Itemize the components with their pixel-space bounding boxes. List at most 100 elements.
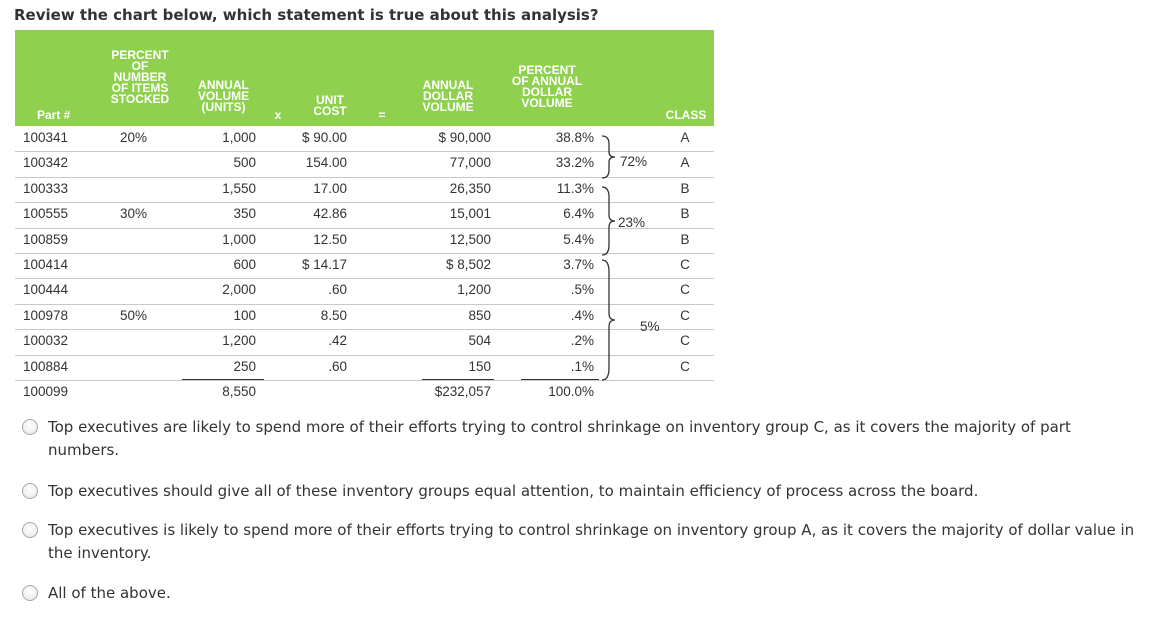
- table-row: 100032 1,200 .42 504 .2% C: [15, 329, 714, 354]
- cell-pct-items: 50%: [120, 307, 148, 323]
- row-divider: [15, 303, 714, 305]
- cell-volume: 250: [233, 358, 256, 374]
- cell-volume: 1,000: [222, 231, 256, 247]
- table-row: 100414 600 $ 14.17 $ 8,502 3.7% C: [15, 253, 714, 278]
- cell-pct-dollar: 6.4%: [563, 206, 594, 222]
- class-c-total: 5%: [640, 319, 660, 334]
- cell-volume: 350: [233, 206, 256, 222]
- cell-pct-dollar: .4%: [570, 307, 594, 323]
- cell-class: A: [680, 130, 690, 145]
- cell-part: 100341: [23, 130, 69, 145]
- table-row: 100333 1,550 17.00 26,350 11.3% B: [15, 177, 714, 202]
- option-1-radio[interactable]: [22, 419, 38, 435]
- header-class: CLASS: [665, 108, 707, 122]
- cell-dollar: 850: [468, 307, 491, 323]
- header-annual-volume: ANNUAL VOLUME (UNITS): [197, 78, 250, 114]
- cell-class: C: [680, 358, 690, 374]
- cell-dollar: $232,057: [434, 384, 491, 399]
- cell-volume: 1,550: [222, 180, 256, 196]
- table-row: 100341 20% 1,000 $ 90.00 $ 90,000 38.8% A: [15, 126, 714, 151]
- cell-cost: .42: [328, 333, 347, 349]
- cell-dollar: $ 90,000: [438, 130, 491, 145]
- table-row: 100099 8,550 $232,057 100.0%: [15, 380, 714, 405]
- header-times: x: [274, 108, 282, 122]
- cell-part: 100342: [23, 155, 69, 171]
- cell-cost: $ 14.17: [301, 257, 347, 272]
- row-divider: [15, 227, 714, 229]
- cell-dollar: $ 8,502: [445, 257, 491, 272]
- cell-class: A: [680, 155, 690, 171]
- volume-total-underline: [182, 379, 264, 380]
- header-percent-items: PERCENT OF NUMBER OF ITEMS STOCKED: [110, 48, 170, 106]
- cell-class: C: [680, 307, 690, 323]
- header-unit-cost: UNIT COST: [313, 93, 347, 118]
- cell-cost: 12.50: [313, 231, 347, 247]
- cell-part: 100333: [23, 180, 69, 196]
- cell-pct-dollar: 100.0%: [548, 384, 594, 399]
- header-annual-dollar-volume: ANNUAL DOLLAR VOLUME: [422, 78, 474, 114]
- cell-class: C: [680, 282, 690, 298]
- option-4-label[interactable]: All of the above.: [48, 584, 171, 602]
- cell-dollar: 1,200: [457, 282, 491, 298]
- header-percent-annual-dollar: PERCENT OF ANNUAL DOLLAR VOLUME: [511, 63, 583, 110]
- percent-total-underline: [521, 379, 599, 380]
- question-text: Review the chart below, which statement …: [14, 6, 599, 24]
- cell-pct-dollar: 3.7%: [563, 257, 594, 272]
- cell-class: C: [680, 257, 690, 272]
- option-3-radio[interactable]: [22, 522, 38, 538]
- cell-pct-dollar: .1%: [570, 358, 594, 374]
- option-4-radio[interactable]: [22, 585, 38, 601]
- cell-part: 100414: [23, 257, 69, 272]
- cell-volume: 1,000: [222, 130, 256, 145]
- cell-part: 100884: [23, 358, 69, 374]
- table-row: 100555 30% 350 42.86 15,001 6.4% B: [15, 202, 714, 227]
- cell-class: C: [680, 333, 690, 349]
- cell-class: B: [680, 231, 690, 247]
- option-1-label[interactable]: Top executives are likely to spend more …: [48, 418, 1071, 459]
- table-row: 100978 50% 100 8.50 850 .4% C: [15, 304, 714, 329]
- cell-part: 100032: [23, 333, 69, 349]
- cell-cost: 17.00: [313, 180, 347, 196]
- table-row: 100884 250 .60 150 .1% C: [15, 355, 714, 380]
- cell-part: 100859: [23, 231, 69, 247]
- cell-volume: 1,200: [222, 333, 256, 349]
- row-divider: [15, 278, 714, 280]
- cell-volume: 8,550: [222, 384, 256, 399]
- cell-cost: 154.00: [305, 155, 347, 171]
- cell-dollar: 26,350: [449, 180, 491, 196]
- brace-class-c: [601, 259, 616, 381]
- row-divider: [15, 176, 714, 178]
- cell-volume: 500: [233, 155, 256, 171]
- cell-volume: 600: [233, 257, 256, 272]
- cell-pct-dollar: 11.3%: [556, 180, 594, 196]
- cell-pct-dollar: 33.2%: [555, 155, 594, 171]
- cell-part: 100099: [23, 384, 69, 399]
- brace-class-b: [601, 186, 616, 256]
- header-equals: =: [378, 108, 386, 122]
- cell-volume: 100: [233, 307, 256, 323]
- table-row: 100342 500 154.00 77,000 33.2% A: [15, 151, 714, 176]
- cell-pct-dollar: 5.4%: [563, 231, 594, 247]
- header-part: Part #: [37, 108, 71, 122]
- cell-dollar: 12,500: [449, 231, 491, 247]
- cell-class: B: [680, 180, 690, 196]
- cell-dollar: 504: [468, 333, 491, 349]
- cell-pct-items: 20%: [120, 130, 148, 145]
- option-2-radio[interactable]: [22, 483, 38, 499]
- cell-dollar: 150: [468, 358, 491, 374]
- option-2-label[interactable]: Top executives should give all of these …: [48, 482, 979, 500]
- option-3-label[interactable]: Top executives is likely to spend more o…: [48, 521, 1135, 562]
- cell-part: 100978: [23, 307, 69, 323]
- row-divider: [15, 354, 714, 356]
- table-header: Part # PERCENT OF NUMBER OF ITEMS STOCKE…: [15, 30, 714, 126]
- cell-cost: .60: [328, 358, 347, 374]
- class-b-total: 23%: [618, 215, 646, 230]
- row-divider: [15, 253, 714, 254]
- cell-pct-items: 30%: [120, 206, 148, 222]
- cell-dollar: 15,001: [449, 206, 491, 222]
- table-row: 100444 2,000 .60 1,200 .5% C: [15, 278, 714, 303]
- cell-pct-dollar: .2%: [570, 333, 594, 349]
- brace-class-a: [601, 135, 616, 179]
- row-divider: [15, 202, 714, 204]
- abc-analysis-table: Part # PERCENT OF NUMBER OF ITEMS STOCKE…: [15, 30, 714, 404]
